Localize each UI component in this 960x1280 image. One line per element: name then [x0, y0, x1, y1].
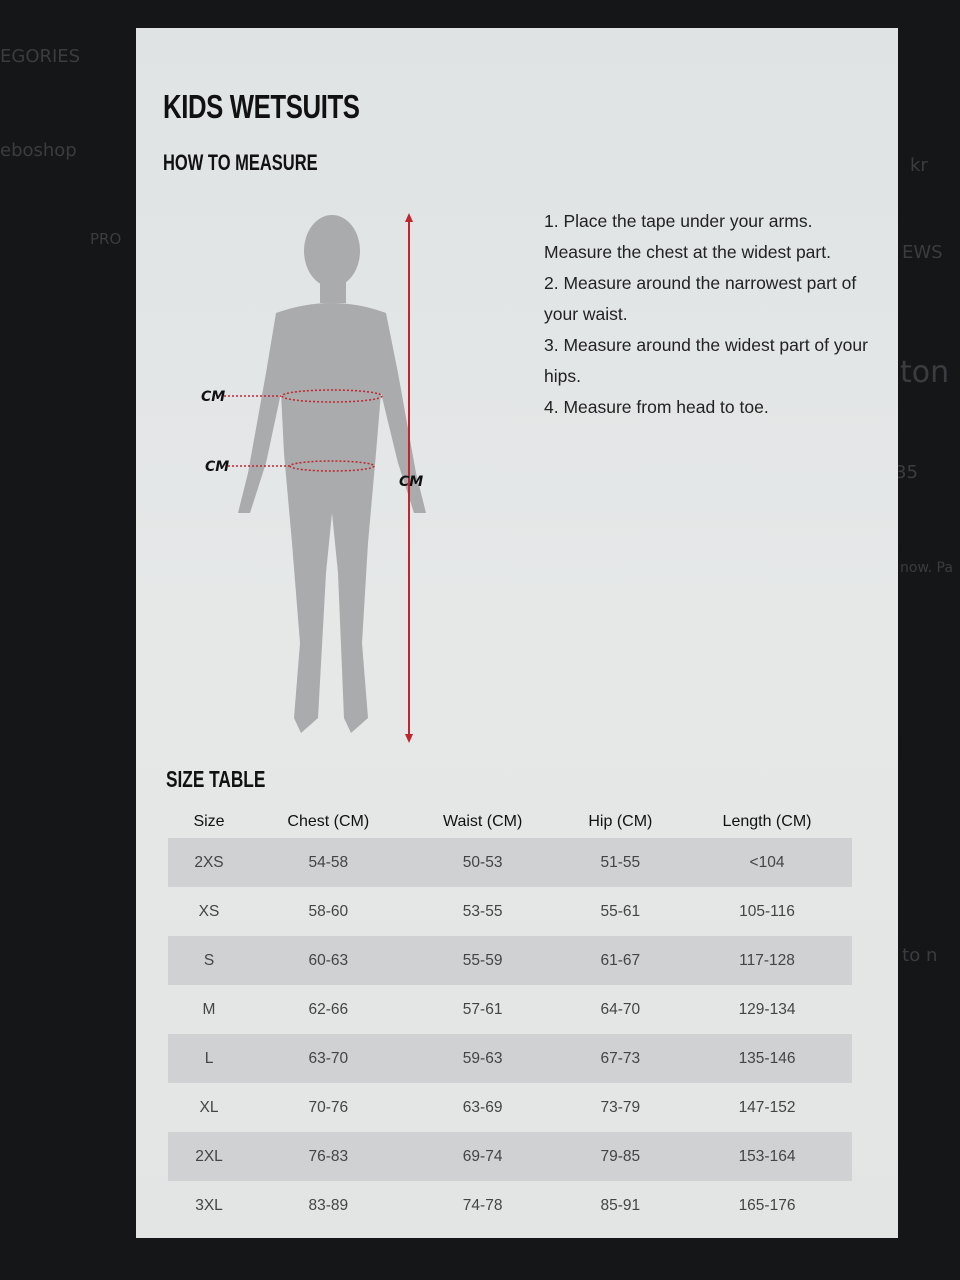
size-table: Size Chest (CM) Waist (CM) Hip (CM) Length (…	[168, 806, 852, 1230]
table-cell: 59-63	[406, 1034, 559, 1083]
table-cell: 2XS	[168, 838, 250, 887]
table-cell: M	[202, 1000, 216, 1018]
table-cell: 165-176	[738, 1196, 796, 1214]
table-row: 3XL 83-89 74-78 85-91 165-176	[168, 1181, 852, 1230]
table-cell: 117-128	[682, 936, 852, 985]
size-guide-panel: KIDS WETSUITS HOW TO MEASURE CM CM CM 1.…	[136, 28, 898, 1238]
table-cell: 153-164	[682, 1132, 852, 1181]
measure-step: 1. Place the tape under your arms. Measu…	[544, 211, 831, 262]
table-cell: 129-134	[738, 1000, 796, 1018]
table-cell: 85-91	[600, 1196, 641, 1214]
waist-measure-line	[289, 460, 375, 472]
column-header: Length (CM)	[722, 813, 812, 830]
table-cell: 51-55	[558, 838, 683, 887]
table-cell: 105-116	[739, 902, 795, 920]
table-cell: 55-61	[600, 902, 641, 920]
chest-cm-label: CM	[201, 389, 225, 405]
bg-fragment: EGORIES	[0, 46, 81, 67]
table-cell: 60-63	[250, 936, 407, 985]
table-cell: 63-69	[462, 1098, 503, 1116]
bg-fragment: d to n	[885, 945, 938, 966]
size-table-heading: SIZE TABLE	[166, 766, 266, 792]
table-cell: <104	[682, 838, 852, 887]
table-cell: 54-58	[250, 838, 407, 887]
bg-fragment: PRO	[90, 230, 122, 248]
table-cell: 61-67	[558, 936, 683, 985]
table-cell: 63-70	[250, 1034, 407, 1083]
table-cell: 79-85	[558, 1132, 683, 1181]
bg-fragment: ton	[900, 355, 950, 390]
table-cell: 74-78	[462, 1196, 503, 1214]
table-cell: 55-59	[406, 936, 559, 985]
measure-step: 2. Measure around the narrowest part of …	[544, 273, 857, 324]
column-header: Waist (CM)	[442, 813, 523, 830]
height-cm-label: CM	[399, 474, 423, 490]
table-cell: XL	[199, 1098, 219, 1116]
how-to-measure-heading: HOW TO MEASURE	[163, 150, 318, 175]
column-header: Size	[193, 813, 225, 830]
table-cell: 50-53	[406, 838, 559, 887]
bg-fragment: kr	[910, 155, 928, 176]
measure-step: 4. Measure from head to toe.	[544, 397, 769, 417]
table-cell: 69-74	[406, 1132, 559, 1181]
bg-fragment: now. Pa	[900, 560, 953, 576]
body-silhouette	[238, 215, 426, 733]
table-cell: 62-66	[308, 1000, 349, 1018]
table-row: L 63-70 59-63 67-73 135-146	[168, 1034, 852, 1083]
table-cell: 64-70	[600, 1000, 641, 1018]
body-measure-figure: CM CM CM	[201, 213, 426, 743]
table-cell: 57-61	[462, 1000, 503, 1018]
table-cell: 83-89	[308, 1196, 349, 1214]
table-cell: 53-55	[462, 902, 503, 920]
waist-cm-label: CM	[205, 459, 229, 475]
bg-fragment: eboshop	[0, 140, 77, 161]
table-row: 2XS 54-58 50-53 51-55 <104	[168, 838, 852, 887]
bg-fragment: 35	[895, 462, 918, 483]
bg-fragment: EWS	[902, 242, 943, 263]
table-cell: XS	[198, 902, 220, 920]
measure-step: 3. Measure around the widest part of you…	[544, 335, 868, 386]
table-cell: 58-60	[308, 902, 349, 920]
measure-steps: 1. Place the tape under your arms. Measu…	[544, 206, 874, 423]
table-cell: S	[168, 936, 250, 985]
table-cell: 147-152	[738, 1098, 796, 1116]
table-cell: 135-146	[682, 1034, 852, 1083]
table-row: 2XL 76-83 69-74 79-85 153-164	[168, 1132, 852, 1181]
column-header: Hip (CM)	[588, 813, 653, 830]
table-cell: 67-73	[558, 1034, 683, 1083]
table-cell: L	[168, 1034, 250, 1083]
table-cell: 2XL	[168, 1132, 250, 1181]
page-title: KIDS WETSUITS	[163, 88, 360, 125]
table-row: XL 70-76 63-69 73-79 147-152	[168, 1083, 852, 1132]
chest-measure-line	[281, 389, 383, 403]
table-row: S 60-63 55-59 61-67 117-128	[168, 936, 852, 985]
table-cell: 70-76	[308, 1098, 349, 1116]
column-header: Chest (CM)	[287, 813, 370, 830]
table-row: XS 58-60 53-55 55-61 105-116	[168, 887, 852, 936]
table-cell: 76-83	[250, 1132, 407, 1181]
table-cell: 3XL	[195, 1196, 223, 1214]
table-cell: 73-79	[600, 1098, 641, 1116]
table-row: M 62-66 57-61 64-70 129-134	[168, 985, 852, 1034]
